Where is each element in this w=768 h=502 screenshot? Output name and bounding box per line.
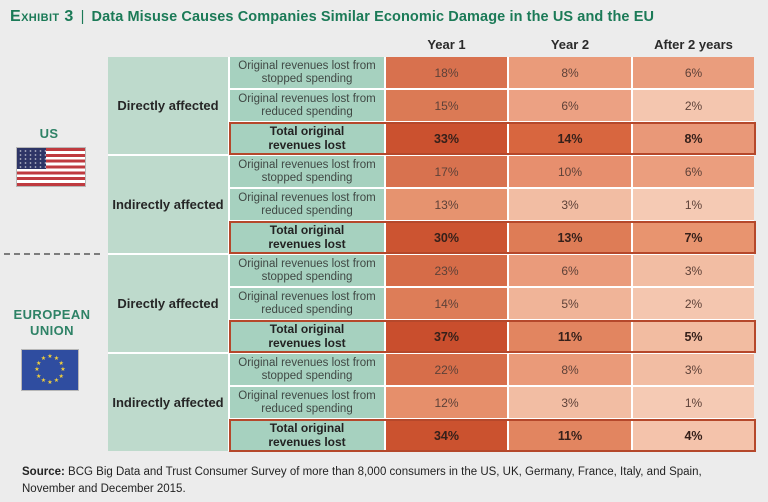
- us-flag-icon: [17, 148, 85, 186]
- heat-cell: 6%: [509, 90, 631, 121]
- heat-cell: 17%: [386, 156, 507, 187]
- heat-cell: 6%: [633, 57, 754, 88]
- heat-cell: 12%: [386, 387, 507, 418]
- heat-cell: 1%: [633, 189, 754, 220]
- page-title: Data Misuse Causes Companies Similar Eco…: [91, 9, 655, 25]
- row-label: Original revenues lost from stopped spen…: [230, 255, 384, 286]
- heat-cell: 14%: [386, 288, 507, 319]
- heat-cell: 15%: [386, 90, 507, 121]
- eu-star-icon: ★: [58, 373, 64, 380]
- heat-cell: 23%: [386, 255, 507, 286]
- heat-cell: 13%: [509, 222, 631, 253]
- row-label: Original revenues lost from stopped spen…: [230, 354, 384, 385]
- heat-cell: 22%: [386, 354, 507, 385]
- eu-star-icon: ★: [40, 355, 47, 362]
- row-label-total: Total original revenues lost: [230, 123, 384, 154]
- region-label-us: US: [39, 126, 59, 141]
- us-flag-canton: [17, 148, 46, 169]
- heat-cell: 4%: [633, 420, 754, 451]
- heat-cell: 2%: [633, 288, 754, 319]
- row-label-total: Total original revenues lost: [230, 420, 384, 451]
- heat-cell: 11%: [509, 321, 631, 352]
- column-header-year1: Year 1: [427, 37, 466, 52]
- region-label-eu: EUROPEAN UNION: [13, 307, 91, 339]
- source-text: BCG Big Data and Trust Consumer Survey o…: [22, 466, 702, 495]
- exhibit-number: Exhibit 3: [10, 8, 74, 25]
- row-label: Original revenues lost from reduced spen…: [230, 288, 384, 319]
- heat-cell: 1%: [633, 387, 754, 418]
- heatmap-table: Directly affected Original revenues lost …: [108, 57, 756, 452]
- heat-cell: 8%: [509, 354, 631, 385]
- eu-star-icon: ★: [53, 355, 60, 362]
- heat-cell: 3%: [509, 387, 631, 418]
- column-header-year2: Year 2: [550, 37, 590, 52]
- eu-star-icon: ★: [34, 367, 40, 373]
- heat-cell: 30%: [386, 222, 507, 253]
- eu-star-icon: ★: [47, 380, 53, 386]
- heat-cell: 2%: [633, 90, 754, 121]
- exhibit-title: Exhibit 3 | Data Misuse Causes Companies S…: [10, 8, 760, 26]
- heat-cell: 34%: [386, 420, 507, 451]
- heat-cell: 11%: [509, 420, 631, 451]
- row-label: Original revenues lost from reduced spen…: [230, 189, 384, 220]
- heat-cell: 13%: [386, 189, 507, 220]
- row-label-total: Total original revenues lost: [230, 321, 384, 352]
- heat-cell: 3%: [633, 255, 754, 286]
- heat-cell: 10%: [509, 156, 631, 187]
- row-label-total: Total original revenues lost: [230, 222, 384, 253]
- heat-cell: 3%: [509, 189, 631, 220]
- eu-star-icon: ★: [53, 378, 60, 385]
- segment-label: Directly affected: [108, 57, 228, 154]
- us-eu-divider: [4, 253, 100, 255]
- heat-cell: 14%: [509, 123, 631, 154]
- heat-cell: 33%: [386, 123, 507, 154]
- source-label: Source:: [22, 466, 65, 478]
- segment-label: Directly affected: [108, 255, 228, 352]
- heat-cell: 7%: [633, 222, 754, 253]
- heat-cell: 5%: [633, 321, 754, 352]
- row-label: Original revenues lost from stopped spen…: [230, 57, 384, 88]
- eu-star-icon: ★: [36, 373, 42, 380]
- heat-cell: 8%: [509, 57, 631, 88]
- eu-star-icon: ★: [40, 378, 47, 385]
- heat-cell: 3%: [633, 354, 754, 385]
- heat-cell: 5%: [509, 288, 631, 319]
- segment-label: Indirectly affected: [108, 156, 228, 253]
- row-label: Original revenues lost from reduced spen…: [230, 387, 384, 418]
- row-label: Original revenues lost from stopped spen…: [230, 156, 384, 187]
- heat-cell: 6%: [633, 156, 754, 187]
- eu-star-icon: ★: [47, 354, 53, 360]
- eu-star-icon: ★: [60, 367, 66, 373]
- eu-flag-icon: ★ ★ ★ ★ ★ ★ ★ ★ ★ ★ ★ ★: [22, 350, 78, 390]
- title-separator: |: [80, 9, 85, 25]
- heat-cell: 8%: [633, 123, 754, 154]
- heat-cell: 18%: [386, 57, 507, 88]
- heat-cell: 37%: [386, 321, 507, 352]
- segment-label: Indirectly affected: [108, 354, 228, 451]
- row-label: Original revenues lost from reduced spen…: [230, 90, 384, 121]
- column-header-after2years: After 2 years: [654, 37, 733, 52]
- source-note: Source: BCG Big Data and Trust Consumer …: [22, 464, 746, 497]
- eu-star-icon: ★: [36, 360, 42, 367]
- heat-cell: 6%: [509, 255, 631, 286]
- eu-star-icon: ★: [58, 360, 64, 367]
